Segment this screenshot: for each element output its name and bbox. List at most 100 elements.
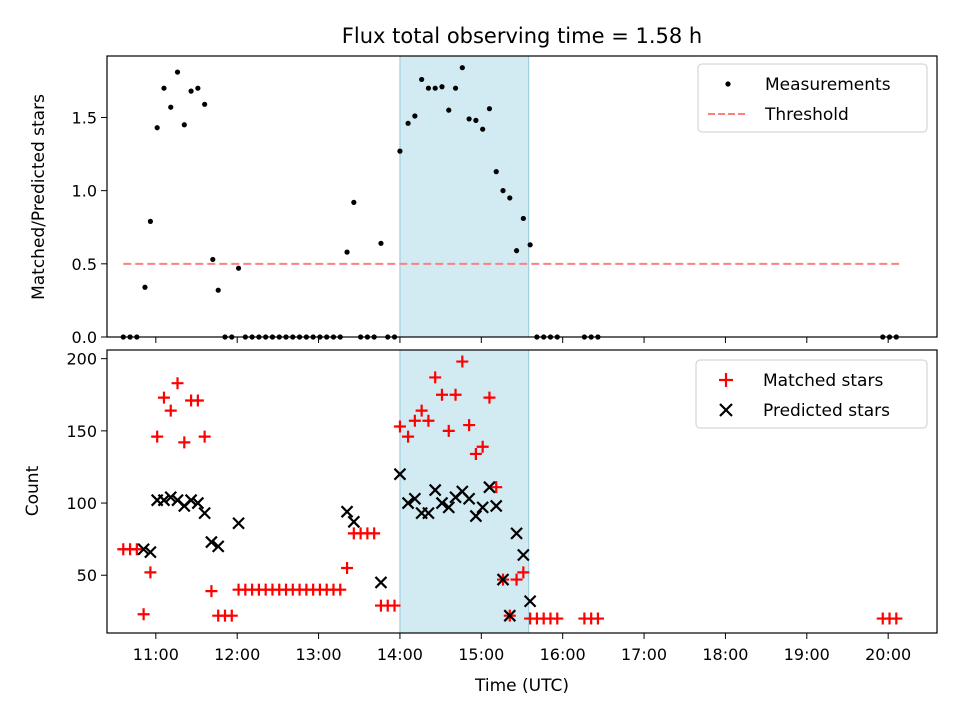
x-tick-label: 14:00 xyxy=(377,645,423,664)
bottom-axes-frame xyxy=(106,349,938,634)
predicted-stars-point xyxy=(408,492,422,505)
measurements-point xyxy=(513,248,520,254)
x-tick-label: 19:00 xyxy=(784,645,830,664)
matched-stars-point xyxy=(368,527,381,540)
predicted-stars-point xyxy=(422,506,435,520)
measurements-point xyxy=(378,240,384,246)
measurements-point xyxy=(202,101,208,107)
measurements-point xyxy=(210,256,216,263)
matched-stars-point xyxy=(408,414,421,427)
measurements-point xyxy=(480,126,486,132)
x-tick-label: 20:00 xyxy=(865,645,911,664)
measurements-point xyxy=(486,106,493,112)
predicted-stars-point xyxy=(428,483,442,497)
matched-stars-point xyxy=(490,481,503,494)
predicted-stars-point xyxy=(393,467,407,481)
matched-stars-point xyxy=(510,573,523,586)
matched-stars-point xyxy=(341,562,354,575)
bottom-y-tick-label: 150 xyxy=(66,422,97,441)
chart-title: Flux total observing time = 1.58 h xyxy=(342,24,702,48)
predicted-stars-point xyxy=(503,609,517,622)
x-tick-label: 18:00 xyxy=(702,645,748,664)
predicted-stars-point xyxy=(483,480,496,494)
matched-stars-point xyxy=(334,583,347,596)
predicted-stars-point xyxy=(496,573,510,586)
measurements-point xyxy=(466,116,472,122)
legend-predicted-label: Predicted stars xyxy=(763,401,890,421)
matched-stars-point xyxy=(402,430,415,443)
top-y-axis-label: Matched/Predicted stars xyxy=(29,94,49,300)
measurements-point xyxy=(397,148,403,154)
legend-measurements-marker xyxy=(725,81,731,87)
measurements-point xyxy=(412,113,418,119)
measurements-point xyxy=(235,265,242,271)
matched-stars-point xyxy=(164,404,177,417)
matched-stars-point xyxy=(483,391,496,404)
measurements-point xyxy=(161,85,167,91)
legend-threshold-label: Threshold xyxy=(764,105,849,125)
predicted-stars-point xyxy=(347,515,361,529)
matched-stars-point xyxy=(463,419,476,432)
x-tick-label: 16:00 xyxy=(540,645,586,664)
x-tick-label: 15:00 xyxy=(458,645,504,664)
matched-stars-point xyxy=(191,394,204,407)
bottom-y-tick-label: 200 xyxy=(66,350,97,369)
measurements-point xyxy=(344,249,350,255)
bottom-y-tick-label: 100 xyxy=(66,494,97,513)
x-axis-label: Time (UTC) xyxy=(474,676,569,696)
measurements-point xyxy=(147,218,153,224)
measurements-point xyxy=(419,76,425,83)
measurements-point xyxy=(154,125,160,131)
predicted-stars-point xyxy=(462,492,476,505)
matched-stars-point xyxy=(591,612,604,625)
predicted-stars-point xyxy=(469,509,483,523)
top-panel: 0.0 0.5 1.0 1.5 Matched/Predicted stars Mea… xyxy=(29,55,938,347)
measurements-point xyxy=(195,85,201,91)
measurements-point xyxy=(188,88,194,94)
matched-stars-point xyxy=(205,585,218,598)
predicted-stars-point xyxy=(340,505,354,518)
matched-stars-point xyxy=(435,388,448,401)
predicted-stars-point xyxy=(232,516,245,530)
measurements-point xyxy=(452,85,459,91)
x-tick-label: 11:00 xyxy=(133,645,179,664)
matched-stars-point xyxy=(225,609,238,622)
x-tick-label: 13:00 xyxy=(296,645,342,664)
matched-stars-point xyxy=(456,355,469,368)
bottom-highlight-span xyxy=(399,349,530,634)
measurements-point xyxy=(142,284,148,290)
bottom-panel: 50 100 150 200 11:00 12:00 13:00 14:00 15:00 16:… xyxy=(23,349,938,696)
predicted-stars-point xyxy=(157,493,171,507)
matched-stars-point xyxy=(178,436,191,449)
matched-stars-point xyxy=(393,420,406,433)
measurements-point xyxy=(425,85,432,91)
measurements-point xyxy=(174,69,181,75)
matched-stars-point xyxy=(517,566,530,579)
predicted-stars-point xyxy=(523,594,537,608)
measurements-point xyxy=(405,120,411,126)
matched-stars-point xyxy=(551,612,564,625)
legend-measurements-label: Measurements xyxy=(765,75,891,95)
top-legend: Measurements Threshold xyxy=(697,63,928,133)
predicted-stars-point xyxy=(137,542,150,556)
measurements-point xyxy=(432,85,438,91)
top-y-tick-label: 1.0 xyxy=(72,182,97,201)
matched-stars-point xyxy=(476,440,489,453)
top-y-tick-label: 0.0 xyxy=(72,328,97,347)
measurements-point xyxy=(215,287,221,293)
matched-stars-point xyxy=(157,391,170,404)
predicted-stars-point xyxy=(435,496,449,510)
measurements-point xyxy=(500,188,506,194)
matched-stars-point xyxy=(422,414,435,427)
matched-stars-point xyxy=(415,404,428,417)
predicted-stars-point xyxy=(442,501,456,514)
predicted-stars-point xyxy=(191,496,205,510)
predicted-stars-point xyxy=(198,506,211,520)
legend-predicted-marker xyxy=(719,403,733,417)
predicted-stars-point xyxy=(401,496,415,510)
measurements-point xyxy=(473,117,479,123)
measurements-point xyxy=(507,195,513,201)
top-axes-frame xyxy=(106,55,938,338)
predicted-stars-point xyxy=(144,545,157,559)
matched-stars-point xyxy=(449,388,462,401)
